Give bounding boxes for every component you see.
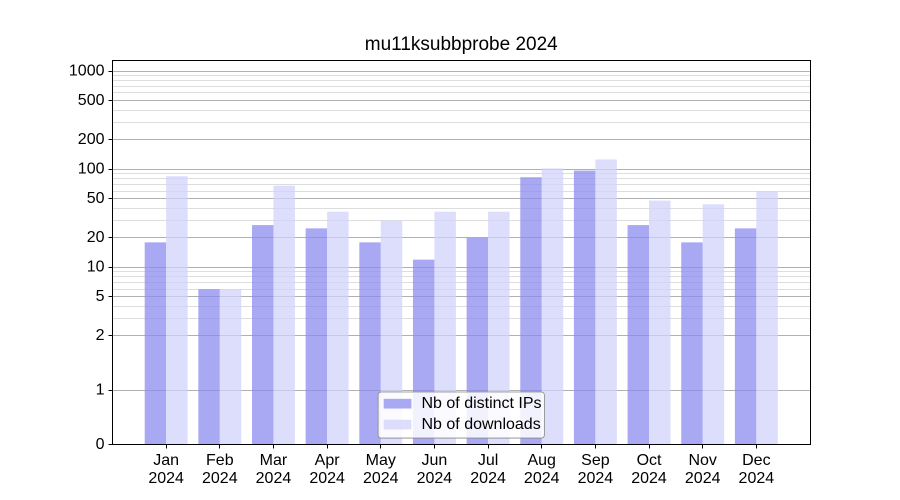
svg-text:mu11ksubbprobe 2024: mu11ksubbprobe 2024 [365,34,558,55]
svg-text:2024: 2024 [417,470,453,487]
svg-text:Sep: Sep [581,452,610,469]
svg-text:Mar: Mar [260,452,288,469]
svg-text:Apr: Apr [315,452,341,469]
svg-text:Nb of downloads: Nb of downloads [422,416,541,433]
svg-text:Dec: Dec [742,452,770,469]
svg-text:2024: 2024 [578,470,614,487]
svg-text:Jan: Jan [153,452,179,469]
svg-text:2024: 2024 [148,470,184,487]
svg-text:2024: 2024 [470,470,506,487]
svg-text:May: May [366,452,396,469]
svg-text:1000: 1000 [69,62,105,79]
svg-text:2024: 2024 [363,470,399,487]
svg-text:20: 20 [87,229,105,246]
svg-text:Oct: Oct [637,452,662,469]
svg-text:50: 50 [87,190,105,207]
svg-text:2024: 2024 [739,470,775,487]
svg-text:2024: 2024 [524,470,560,487]
svg-text:100: 100 [78,161,105,178]
svg-text:2024: 2024 [202,470,238,487]
svg-text:2024: 2024 [309,470,345,487]
svg-text:Feb: Feb [206,452,234,469]
svg-text:Jun: Jun [422,452,448,469]
svg-text:Aug: Aug [527,452,555,469]
svg-text:0: 0 [96,436,105,453]
svg-text:200: 200 [78,131,105,148]
svg-text:500: 500 [78,92,105,109]
svg-text:Nov: Nov [688,452,716,469]
svg-text:Jul: Jul [478,452,498,469]
svg-text:2024: 2024 [256,470,292,487]
svg-text:2024: 2024 [685,470,721,487]
svg-text:2024: 2024 [631,470,667,487]
svg-text:1: 1 [96,382,105,399]
svg-text:10: 10 [87,259,105,276]
svg-text:Nb of distinct IPs: Nb of distinct IPs [422,395,542,412]
svg-text:5: 5 [96,288,105,305]
svg-text:2: 2 [96,327,105,344]
